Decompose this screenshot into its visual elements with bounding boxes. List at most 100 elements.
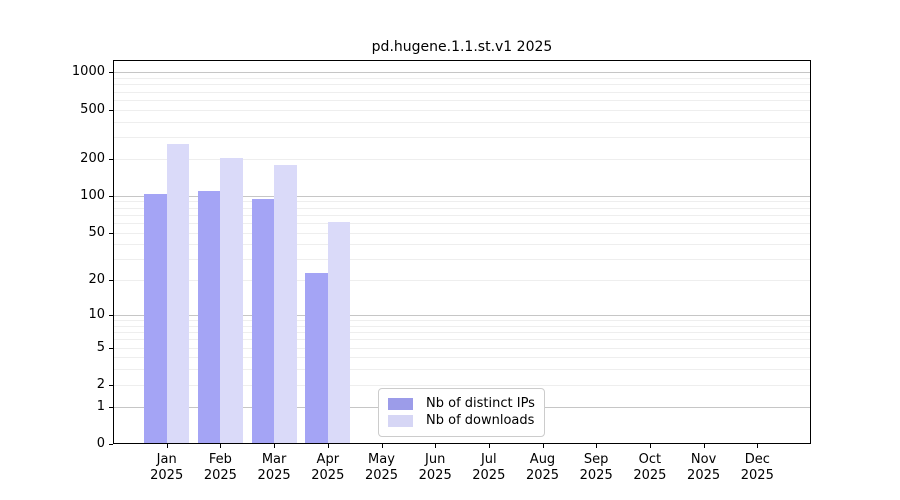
legend-swatch bbox=[388, 398, 413, 410]
minor-gridline bbox=[113, 259, 811, 261]
x-tick-label-month: Aug bbox=[529, 452, 556, 467]
minor-gridline bbox=[113, 91, 811, 93]
minor-gridline bbox=[113, 325, 811, 327]
y-tick-label: 1 bbox=[96, 398, 105, 414]
bar-nb-of-distinct-ips-apr bbox=[305, 273, 328, 444]
minor-gridline bbox=[113, 280, 811, 282]
bar-nb-of-downloads-mar bbox=[274, 165, 297, 444]
x-tick-mark bbox=[327, 444, 329, 448]
legend-item: Nb of distinct IPs bbox=[388, 396, 535, 412]
x-tick-label-year: 2025 bbox=[418, 468, 452, 483]
x-tick-label-month: May bbox=[368, 452, 395, 467]
x-tick-label: Dec 2025 bbox=[725, 452, 789, 484]
x-tick-label: Oct 2025 bbox=[618, 452, 682, 484]
y-tick-label: 200 bbox=[80, 150, 105, 166]
bar-nb-of-downloads-feb bbox=[220, 157, 243, 444]
legend: Nb of distinct IPs Nb of downloads bbox=[378, 388, 545, 437]
major-gridline bbox=[113, 315, 811, 316]
x-tick-label-year: 2025 bbox=[633, 468, 667, 483]
y-tick-mark bbox=[109, 158, 113, 160]
minor-gridline bbox=[113, 369, 811, 371]
x-tick-mark bbox=[274, 444, 276, 448]
minor-gridline bbox=[113, 99, 811, 101]
minor-gridline bbox=[113, 339, 811, 341]
y-tick-label: 1000 bbox=[71, 64, 105, 80]
x-tick-mark bbox=[166, 444, 168, 448]
x-tick-mark bbox=[381, 444, 383, 448]
x-tick-label: Apr 2025 bbox=[296, 452, 360, 484]
legend-label: Nb of downloads bbox=[426, 413, 535, 428]
major-gridline bbox=[113, 195, 811, 197]
y-tick-label: 100 bbox=[80, 187, 105, 203]
y-tick-mark bbox=[109, 444, 113, 445]
x-tick-label-year: 2025 bbox=[472, 468, 506, 483]
x-tick-label: Nov 2025 bbox=[672, 452, 736, 484]
y-tick-label: 5 bbox=[96, 339, 105, 355]
minor-gridline bbox=[113, 201, 811, 203]
y-tick-label: 50 bbox=[88, 224, 105, 240]
x-tick-mark bbox=[435, 444, 437, 448]
minor-gridline bbox=[113, 109, 811, 111]
minor-gridline bbox=[113, 384, 811, 386]
y-tick-mark bbox=[109, 347, 113, 349]
y-tick-mark bbox=[109, 384, 113, 386]
minor-gridline bbox=[113, 121, 811, 123]
y-tick-mark bbox=[109, 195, 113, 197]
chart-title: pd.hugene.1.1.st.v1 2025 bbox=[371, 39, 553, 55]
x-tick-label-year: 2025 bbox=[311, 468, 345, 483]
minor-gridline bbox=[113, 347, 811, 349]
x-tick-label-month: Jun bbox=[425, 452, 446, 467]
minor-gridline bbox=[113, 207, 811, 209]
x-tick-label: Feb 2025 bbox=[188, 452, 252, 484]
y-tick-label: 2 bbox=[96, 376, 105, 392]
x-tick-mark bbox=[542, 444, 544, 448]
x-tick-label-year: 2025 bbox=[740, 468, 774, 483]
plot-area bbox=[113, 60, 811, 444]
minor-gridline bbox=[113, 158, 811, 160]
x-tick-label-month: Feb bbox=[208, 452, 232, 467]
bar-nb-of-downloads-apr bbox=[327, 222, 351, 444]
minor-gridline bbox=[113, 137, 811, 138]
bar-nb-of-distinct-ips-jan bbox=[144, 193, 167, 444]
x-tick-label-month: Sep bbox=[583, 452, 609, 467]
x-tick-label: Jul 2025 bbox=[457, 452, 521, 484]
bar-nb-of-distinct-ips-mar bbox=[251, 198, 275, 444]
y-tick-mark bbox=[109, 280, 113, 282]
x-tick-label: Jun 2025 bbox=[403, 452, 467, 484]
x-tick-label-month: Oct bbox=[638, 452, 662, 467]
x-tick-mark bbox=[649, 444, 651, 448]
y-tick-label: 10 bbox=[88, 307, 105, 322]
y-tick-label: 0 bbox=[96, 436, 105, 451]
x-tick-label-month: Dec bbox=[744, 452, 770, 467]
x-tick-mark bbox=[757, 444, 759, 448]
major-gridline bbox=[113, 72, 811, 74]
minor-gridline bbox=[113, 232, 811, 234]
x-tick-mark bbox=[596, 444, 598, 448]
y-tick-mark bbox=[109, 232, 113, 234]
x-tick-label-year: 2025 bbox=[687, 468, 721, 483]
x-tick-label-year: 2025 bbox=[579, 468, 613, 483]
x-tick-label-year: 2025 bbox=[203, 468, 237, 483]
minor-gridline bbox=[113, 214, 811, 216]
x-tick-mark bbox=[488, 444, 490, 448]
bar-nb-of-distinct-ips-feb bbox=[197, 191, 221, 444]
minor-gridline bbox=[113, 84, 811, 86]
y-tick-mark bbox=[109, 315, 113, 316]
legend-swatch bbox=[388, 415, 413, 427]
x-tick-label: Aug 2025 bbox=[511, 452, 575, 484]
x-tick-label: Jan 2025 bbox=[135, 452, 199, 484]
y-tick-mark bbox=[109, 406, 113, 408]
x-tick-label-month: Apr bbox=[316, 452, 340, 467]
minor-gridline bbox=[113, 222, 811, 224]
x-tick-label-year: 2025 bbox=[525, 468, 560, 483]
minor-gridline bbox=[113, 78, 811, 79]
minor-gridline bbox=[113, 244, 811, 246]
y-tick-mark bbox=[109, 72, 113, 74]
x-tick-label-month: Jul bbox=[480, 452, 497, 467]
y-tick-mark bbox=[109, 109, 113, 111]
legend-label: Nb of distinct IPs bbox=[426, 396, 535, 411]
minor-gridline bbox=[113, 320, 811, 322]
minor-gridline bbox=[113, 332, 811, 334]
x-tick-label-month: Jan bbox=[156, 452, 177, 467]
